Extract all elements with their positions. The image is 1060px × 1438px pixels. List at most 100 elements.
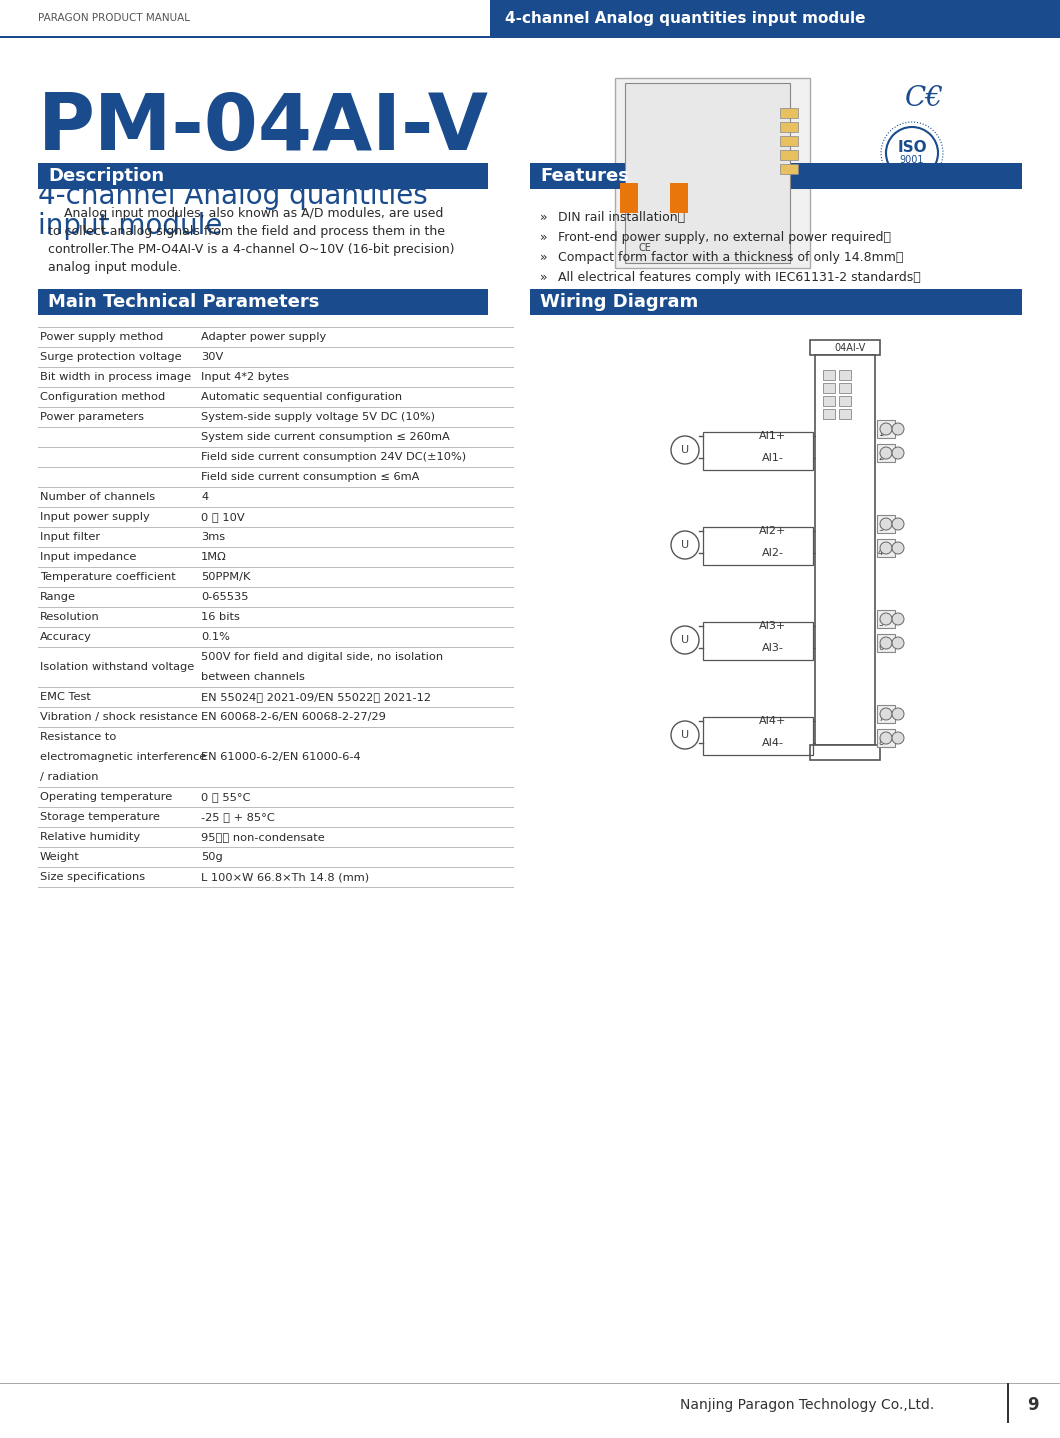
Text: EMC Test: EMC Test xyxy=(40,692,91,702)
Circle shape xyxy=(893,518,904,531)
Text: controller.The PM-O4AI-V is a 4-channel O~10V (16-bit precision): controller.The PM-O4AI-V is a 4-channel … xyxy=(48,243,455,256)
Text: Power parameters: Power parameters xyxy=(40,413,144,421)
Text: AI2-: AI2- xyxy=(762,548,784,558)
Text: Adapter power supply: Adapter power supply xyxy=(201,332,326,342)
Circle shape xyxy=(893,732,904,743)
Bar xyxy=(0,0,1060,36)
Text: Input 4*2 bytes: Input 4*2 bytes xyxy=(201,372,289,383)
Bar xyxy=(840,370,851,380)
Text: 4-channel Analog quantities: 4-channel Analog quantities xyxy=(38,183,428,210)
Text: between channels: between channels xyxy=(201,672,305,682)
Text: AI1-: AI1- xyxy=(762,453,784,463)
Text: Input filter: Input filter xyxy=(40,532,100,542)
Text: Operating temperature: Operating temperature xyxy=(40,792,172,802)
Text: U: U xyxy=(681,444,689,454)
Bar xyxy=(625,83,790,263)
Text: 7: 7 xyxy=(878,715,883,723)
Text: »: » xyxy=(540,232,548,244)
Text: 1: 1 xyxy=(878,429,883,439)
Bar xyxy=(0,36,1060,37)
Text: 0.1%: 0.1% xyxy=(201,631,230,641)
Bar xyxy=(490,0,1060,36)
Bar xyxy=(780,164,798,174)
Bar xyxy=(38,162,488,188)
Bar xyxy=(877,610,895,628)
Circle shape xyxy=(880,732,893,743)
Circle shape xyxy=(880,637,893,649)
Bar xyxy=(840,395,851,406)
Text: Wiring Diagram: Wiring Diagram xyxy=(540,293,699,311)
Text: electromagnetic interference: electromagnetic interference xyxy=(40,752,207,762)
Circle shape xyxy=(880,542,893,554)
Text: Input power supply: Input power supply xyxy=(40,512,149,522)
Text: Isolation withstand voltage: Isolation withstand voltage xyxy=(40,661,194,672)
Circle shape xyxy=(671,720,699,749)
Text: Resolution: Resolution xyxy=(40,613,100,623)
Text: Features: Features xyxy=(540,167,629,186)
Text: 8: 8 xyxy=(878,738,883,746)
Text: 3: 3 xyxy=(878,523,883,533)
Text: 04AI-V: 04AI-V xyxy=(834,344,866,352)
Text: AI4+: AI4+ xyxy=(759,716,787,726)
Text: U: U xyxy=(681,731,689,741)
Text: ISO: ISO xyxy=(897,141,926,155)
Bar xyxy=(877,705,895,723)
Bar xyxy=(38,289,488,315)
Text: AI3-: AI3- xyxy=(762,643,784,653)
Text: Weight: Weight xyxy=(40,851,80,861)
Text: »: » xyxy=(540,211,548,224)
Bar xyxy=(810,339,880,355)
Text: Accuracy: Accuracy xyxy=(40,631,92,641)
Bar xyxy=(840,383,851,393)
Text: Nanjing Paragon Technology Co.,Ltd.: Nanjing Paragon Technology Co.,Ltd. xyxy=(681,1398,934,1412)
Text: PM-04AI-V: PM-04AI-V xyxy=(38,91,489,165)
Text: »: » xyxy=(540,252,548,265)
Text: Input impedance: Input impedance xyxy=(40,552,137,562)
Bar xyxy=(1007,1383,1008,1424)
Circle shape xyxy=(893,613,904,626)
Text: 4: 4 xyxy=(878,548,883,557)
Text: System-side supply voltage 5V DC (10%): System-side supply voltage 5V DC (10%) xyxy=(201,413,435,421)
Text: Surge protection voltage: Surge protection voltage xyxy=(40,352,181,362)
Text: 4: 4 xyxy=(201,492,208,502)
Circle shape xyxy=(880,423,893,436)
Text: 30V: 30V xyxy=(201,352,224,362)
Text: -25 ～ + 85°C: -25 ～ + 85°C xyxy=(201,812,275,823)
Text: Description: Description xyxy=(48,167,164,186)
Bar xyxy=(823,370,835,380)
Text: / radiation: / radiation xyxy=(40,772,99,782)
Circle shape xyxy=(880,707,893,720)
Text: U: U xyxy=(681,541,689,549)
Text: 9: 9 xyxy=(1027,1396,1039,1414)
Bar xyxy=(840,408,851,418)
Text: 95％， non-condensate: 95％， non-condensate xyxy=(201,833,324,843)
Bar xyxy=(780,108,798,118)
Text: Bit width in process image: Bit width in process image xyxy=(40,372,191,383)
Text: 2: 2 xyxy=(878,453,883,462)
Bar xyxy=(815,355,874,745)
Circle shape xyxy=(880,447,893,459)
Text: 4-channel Analog quantities input module: 4-channel Analog quantities input module xyxy=(505,10,866,26)
Text: analog input module.: analog input module. xyxy=(48,262,181,275)
Bar xyxy=(530,162,1022,188)
Bar xyxy=(703,526,813,565)
Bar xyxy=(877,444,895,462)
Bar xyxy=(877,634,895,651)
Bar xyxy=(877,539,895,557)
Text: Field side current consumption ≤ 6mA: Field side current consumption ≤ 6mA xyxy=(201,472,420,482)
Bar xyxy=(780,137,798,147)
Text: Automatic sequential configuration: Automatic sequential configuration xyxy=(201,393,402,403)
Text: AI3+: AI3+ xyxy=(759,621,787,631)
Circle shape xyxy=(671,436,699,464)
Text: Vibration / shock resistance: Vibration / shock resistance xyxy=(40,712,198,722)
Text: AI4-: AI4- xyxy=(762,738,784,748)
Text: 500V for field and digital side, no isolation: 500V for field and digital side, no isol… xyxy=(201,651,443,661)
Text: AI1+: AI1+ xyxy=(759,431,787,441)
Text: 50g: 50g xyxy=(201,851,223,861)
Bar xyxy=(670,183,688,213)
Bar xyxy=(810,745,880,761)
Text: Temperature coefficient: Temperature coefficient xyxy=(40,572,176,582)
Circle shape xyxy=(671,626,699,654)
Bar xyxy=(823,408,835,418)
Bar xyxy=(877,420,895,439)
